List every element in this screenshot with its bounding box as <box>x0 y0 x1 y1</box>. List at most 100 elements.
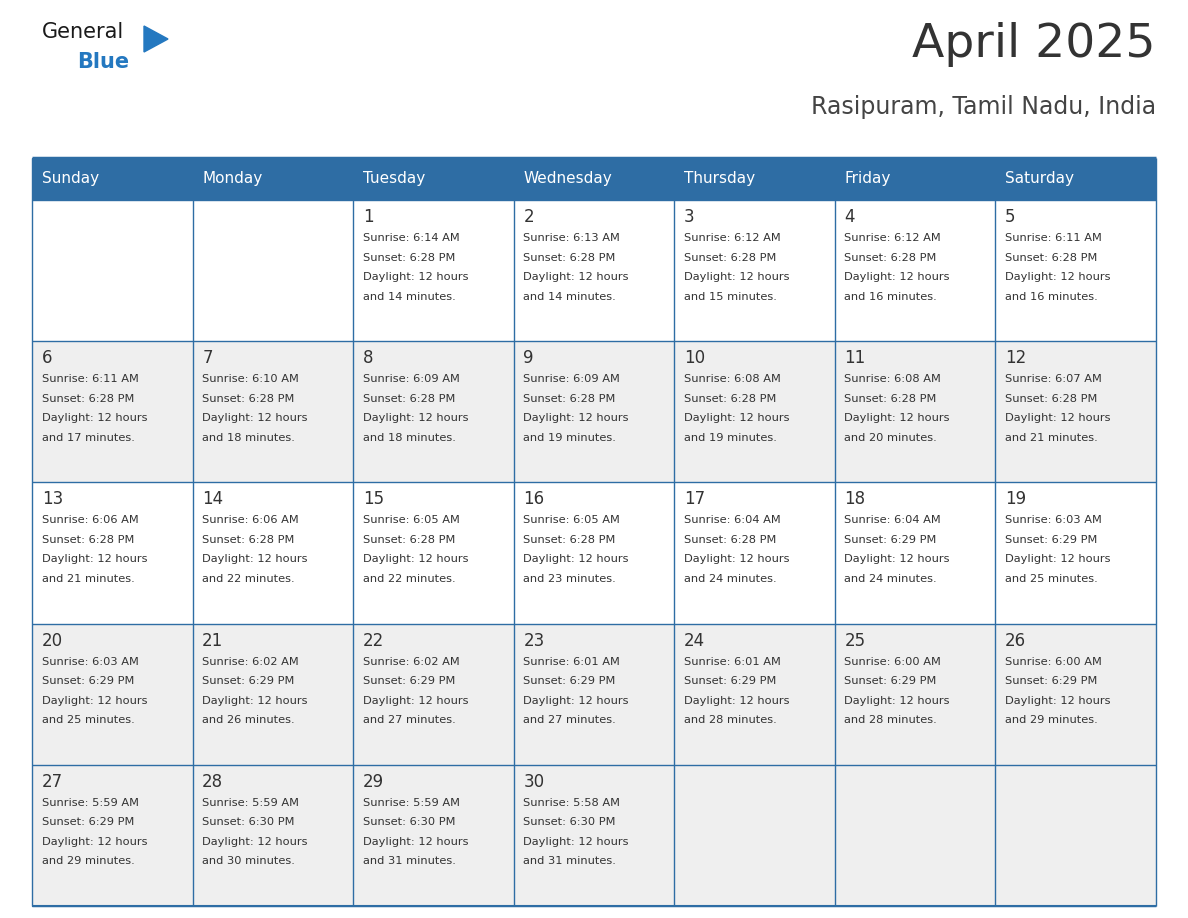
Text: Sunrise: 5:59 AM: Sunrise: 5:59 AM <box>362 798 460 808</box>
Text: and 15 minutes.: and 15 minutes. <box>684 292 777 301</box>
Text: Sunset: 6:28 PM: Sunset: 6:28 PM <box>845 252 937 263</box>
Text: 16: 16 <box>524 490 544 509</box>
Text: Daylight: 12 hours: Daylight: 12 hours <box>42 837 147 846</box>
Text: Sunrise: 6:06 AM: Sunrise: 6:06 AM <box>42 515 138 525</box>
Text: Sunset: 6:28 PM: Sunset: 6:28 PM <box>42 394 134 404</box>
Text: 10: 10 <box>684 349 704 367</box>
Text: 18: 18 <box>845 490 866 509</box>
Text: and 19 minutes.: and 19 minutes. <box>524 432 617 442</box>
Text: Sunrise: 6:05 AM: Sunrise: 6:05 AM <box>524 515 620 525</box>
Text: 24: 24 <box>684 632 704 650</box>
Text: Daylight: 12 hours: Daylight: 12 hours <box>202 413 308 423</box>
Text: Sunday: Sunday <box>42 172 99 186</box>
Text: Sunrise: 6:12 AM: Sunrise: 6:12 AM <box>684 233 781 243</box>
Text: Sunset: 6:29 PM: Sunset: 6:29 PM <box>524 676 615 686</box>
Text: Sunset: 6:29 PM: Sunset: 6:29 PM <box>42 676 134 686</box>
Text: Daylight: 12 hours: Daylight: 12 hours <box>202 837 308 846</box>
Text: and 27 minutes.: and 27 minutes. <box>524 715 617 725</box>
Text: Sunrise: 5:59 AM: Sunrise: 5:59 AM <box>42 798 139 808</box>
Text: Sunrise: 6:01 AM: Sunrise: 6:01 AM <box>524 656 620 666</box>
Text: 3: 3 <box>684 208 695 226</box>
Text: Sunset: 6:28 PM: Sunset: 6:28 PM <box>1005 252 1098 263</box>
Bar <box>32 158 192 200</box>
Text: 8: 8 <box>362 349 373 367</box>
Text: Daylight: 12 hours: Daylight: 12 hours <box>202 696 308 706</box>
Text: Daylight: 12 hours: Daylight: 12 hours <box>524 696 628 706</box>
Text: Sunset: 6:30 PM: Sunset: 6:30 PM <box>362 817 455 827</box>
Text: Sunset: 6:29 PM: Sunset: 6:29 PM <box>684 676 776 686</box>
Text: 1: 1 <box>362 208 373 226</box>
Text: Sunrise: 6:02 AM: Sunrise: 6:02 AM <box>362 656 460 666</box>
Text: Wednesday: Wednesday <box>524 172 612 186</box>
Text: 30: 30 <box>524 773 544 790</box>
Text: Sunrise: 6:14 AM: Sunrise: 6:14 AM <box>362 233 460 243</box>
Text: Rasipuram, Tamil Nadu, India: Rasipuram, Tamil Nadu, India <box>811 95 1156 119</box>
Text: Daylight: 12 hours: Daylight: 12 hours <box>362 554 468 565</box>
Text: Sunset: 6:29 PM: Sunset: 6:29 PM <box>845 535 937 545</box>
Text: Sunset: 6:29 PM: Sunset: 6:29 PM <box>362 676 455 686</box>
Text: Sunset: 6:28 PM: Sunset: 6:28 PM <box>684 394 776 404</box>
Text: Sunrise: 6:13 AM: Sunrise: 6:13 AM <box>524 233 620 243</box>
Bar <box>835 158 996 200</box>
Text: 25: 25 <box>845 632 866 650</box>
Text: Sunset: 6:28 PM: Sunset: 6:28 PM <box>684 252 776 263</box>
Text: Daylight: 12 hours: Daylight: 12 hours <box>1005 696 1111 706</box>
Text: 14: 14 <box>202 490 223 509</box>
Text: Daylight: 12 hours: Daylight: 12 hours <box>202 554 308 565</box>
Text: Sunset: 6:29 PM: Sunset: 6:29 PM <box>845 676 937 686</box>
Text: Saturday: Saturday <box>1005 172 1074 186</box>
Text: Sunset: 6:28 PM: Sunset: 6:28 PM <box>42 535 134 545</box>
Text: Sunrise: 6:01 AM: Sunrise: 6:01 AM <box>684 656 781 666</box>
Text: Sunrise: 5:59 AM: Sunrise: 5:59 AM <box>202 798 299 808</box>
Bar <box>32 482 1156 623</box>
Text: 19: 19 <box>1005 490 1026 509</box>
Text: Daylight: 12 hours: Daylight: 12 hours <box>845 696 950 706</box>
Text: Sunrise: 5:58 AM: Sunrise: 5:58 AM <box>524 798 620 808</box>
Text: and 28 minutes.: and 28 minutes. <box>845 715 937 725</box>
Text: Daylight: 12 hours: Daylight: 12 hours <box>362 272 468 282</box>
Bar <box>32 200 1156 341</box>
Text: 13: 13 <box>42 490 63 509</box>
Text: Daylight: 12 hours: Daylight: 12 hours <box>845 554 950 565</box>
Text: Daylight: 12 hours: Daylight: 12 hours <box>1005 413 1111 423</box>
Text: 5: 5 <box>1005 208 1016 226</box>
Text: Daylight: 12 hours: Daylight: 12 hours <box>684 272 789 282</box>
Text: and 31 minutes.: and 31 minutes. <box>362 856 456 867</box>
Bar <box>675 158 835 200</box>
Text: and 23 minutes.: and 23 minutes. <box>524 574 617 584</box>
Text: Sunrise: 6:06 AM: Sunrise: 6:06 AM <box>202 515 299 525</box>
Text: Sunset: 6:28 PM: Sunset: 6:28 PM <box>362 394 455 404</box>
Bar <box>996 158 1156 200</box>
Text: Sunset: 6:30 PM: Sunset: 6:30 PM <box>202 817 295 827</box>
Text: Daylight: 12 hours: Daylight: 12 hours <box>845 413 950 423</box>
Text: and 24 minutes.: and 24 minutes. <box>684 574 777 584</box>
Text: Sunrise: 6:07 AM: Sunrise: 6:07 AM <box>1005 375 1102 385</box>
Text: Sunset: 6:28 PM: Sunset: 6:28 PM <box>845 394 937 404</box>
Text: Daylight: 12 hours: Daylight: 12 hours <box>362 696 468 706</box>
Text: Sunrise: 6:08 AM: Sunrise: 6:08 AM <box>684 375 781 385</box>
Text: 21: 21 <box>202 632 223 650</box>
Text: and 25 minutes.: and 25 minutes. <box>1005 574 1098 584</box>
Text: and 21 minutes.: and 21 minutes. <box>42 574 134 584</box>
Text: Sunset: 6:28 PM: Sunset: 6:28 PM <box>524 252 615 263</box>
Text: Sunrise: 6:09 AM: Sunrise: 6:09 AM <box>362 375 460 385</box>
Text: and 22 minutes.: and 22 minutes. <box>362 574 455 584</box>
Text: Daylight: 12 hours: Daylight: 12 hours <box>42 696 147 706</box>
Text: Daylight: 12 hours: Daylight: 12 hours <box>42 554 147 565</box>
Text: Daylight: 12 hours: Daylight: 12 hours <box>524 837 628 846</box>
Text: and 29 minutes.: and 29 minutes. <box>1005 715 1098 725</box>
Text: April 2025: April 2025 <box>912 22 1156 67</box>
Text: Sunrise: 6:04 AM: Sunrise: 6:04 AM <box>845 515 941 525</box>
Text: 29: 29 <box>362 773 384 790</box>
Text: 26: 26 <box>1005 632 1026 650</box>
Text: Sunset: 6:28 PM: Sunset: 6:28 PM <box>202 394 295 404</box>
Text: 7: 7 <box>202 349 213 367</box>
Text: 22: 22 <box>362 632 384 650</box>
Text: and 21 minutes.: and 21 minutes. <box>1005 432 1098 442</box>
Text: and 18 minutes.: and 18 minutes. <box>362 432 456 442</box>
Text: and 16 minutes.: and 16 minutes. <box>1005 292 1098 301</box>
Text: Daylight: 12 hours: Daylight: 12 hours <box>845 272 950 282</box>
Text: 23: 23 <box>524 632 544 650</box>
Text: Daylight: 12 hours: Daylight: 12 hours <box>524 272 628 282</box>
Bar <box>513 158 675 200</box>
